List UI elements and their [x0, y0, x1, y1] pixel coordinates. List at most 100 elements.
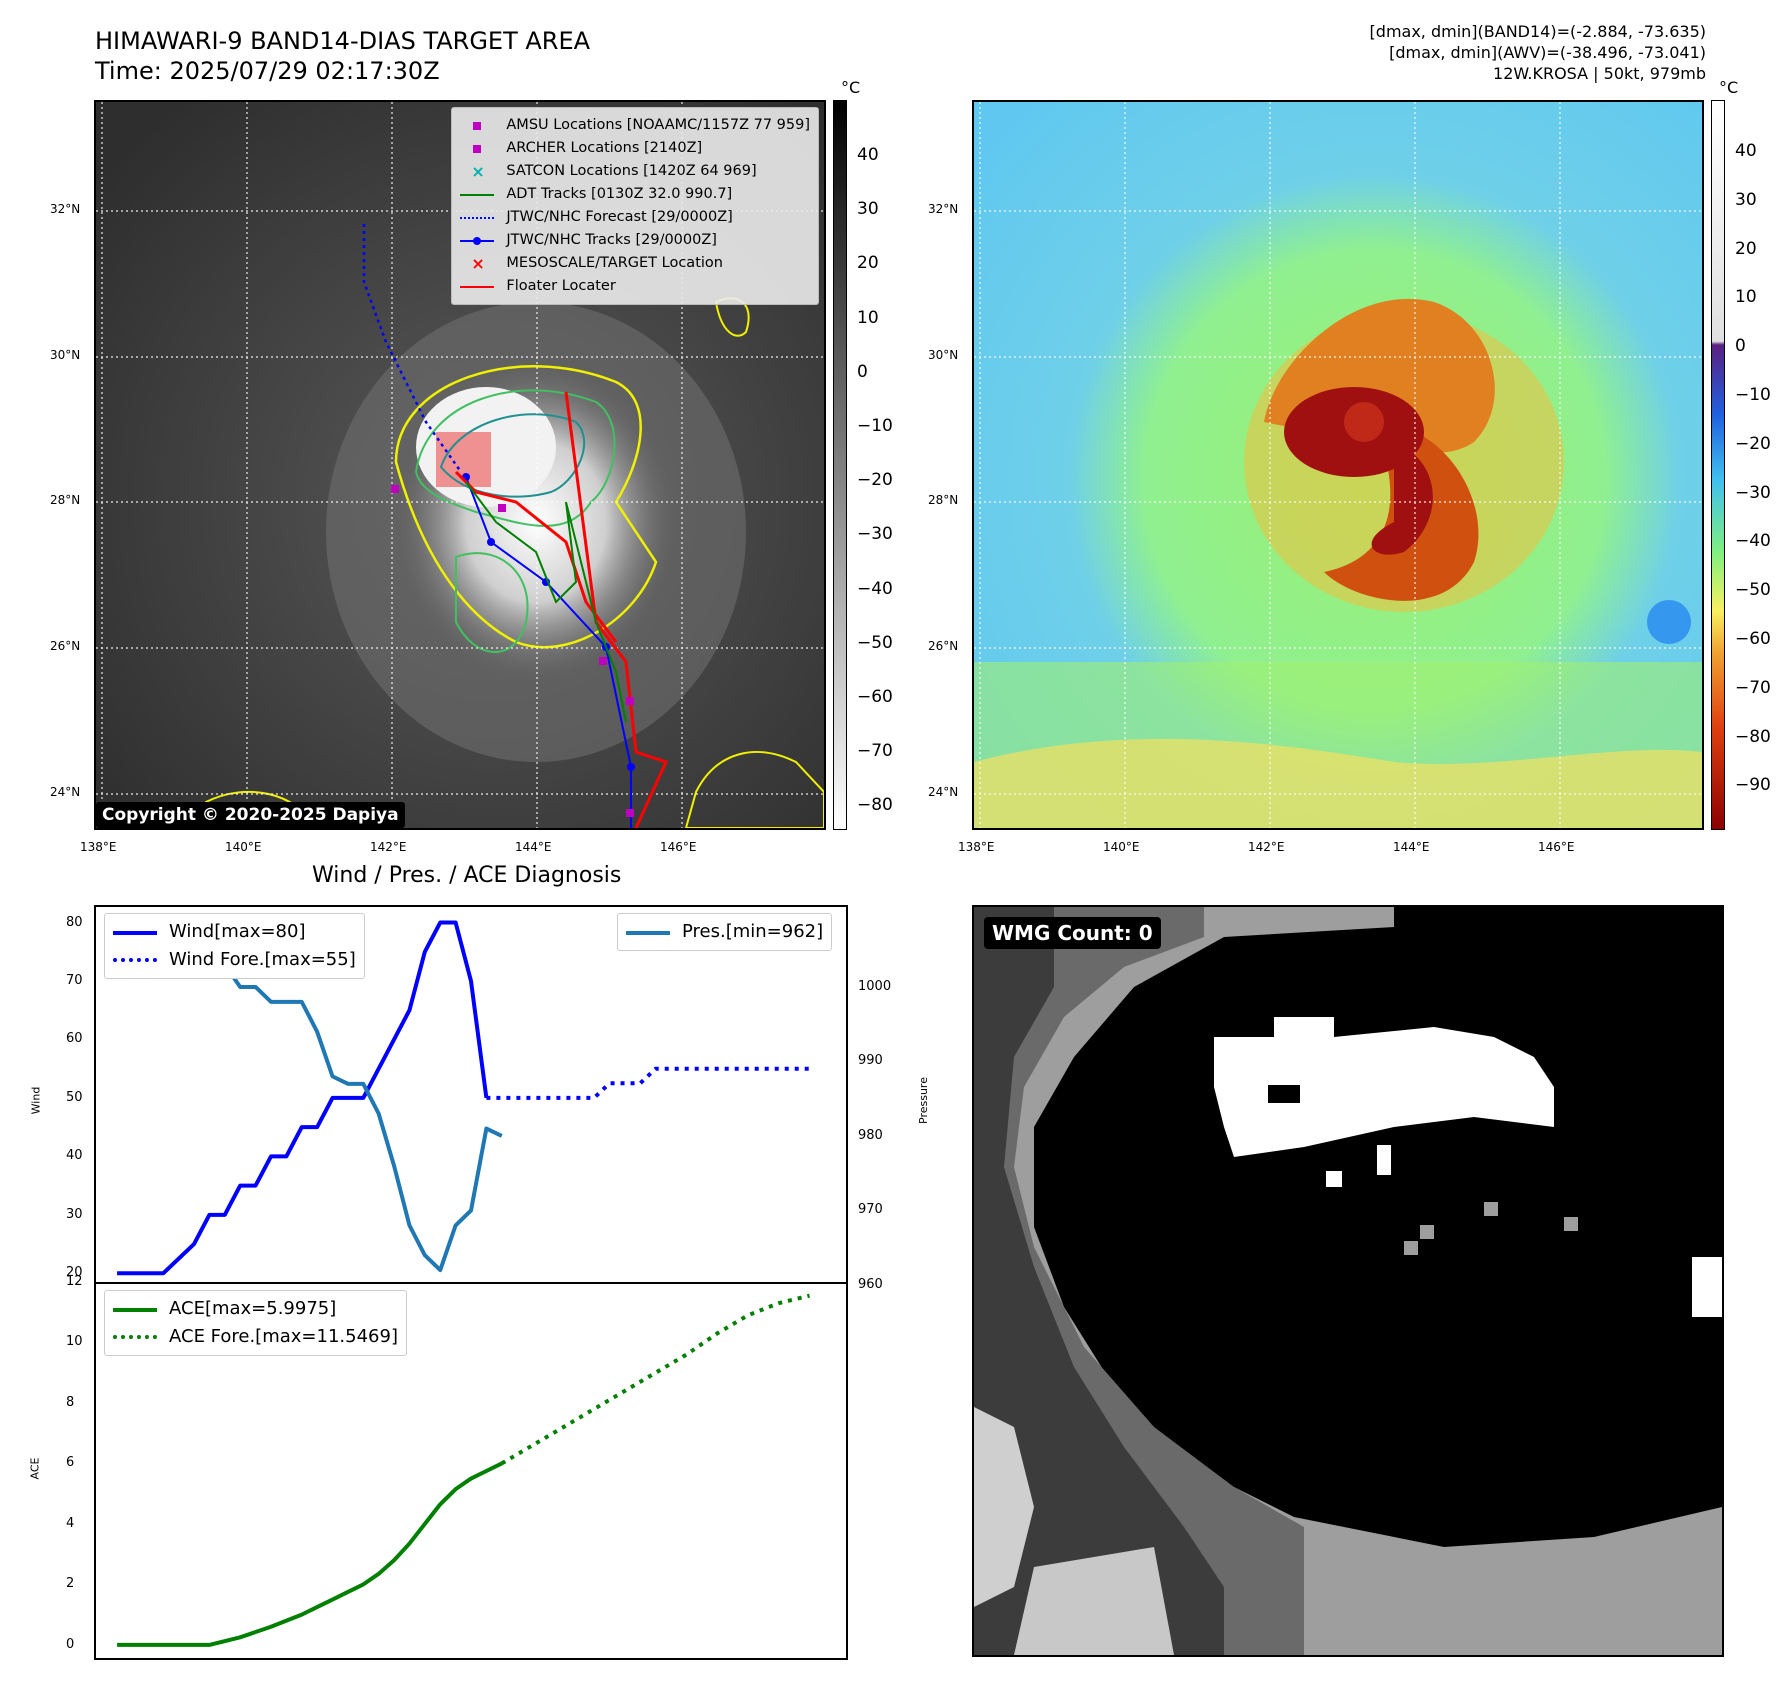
ir-colorbar-tick: −80 — [857, 795, 893, 816]
awv-colorbar-tick: 0 — [1735, 336, 1746, 357]
legend-label: AMSU Locations [NOAAMC/1157Z 77 959] — [506, 117, 810, 133]
wind-dotted-icon — [113, 953, 157, 967]
ir-lat-tick: 24°N — [50, 785, 81, 799]
ir-colorbar-unit: °C — [841, 78, 861, 97]
ir-lat-tick: 26°N — [50, 639, 81, 653]
page-timestamp: Time: 2025/07/29 02:17:30Z — [95, 57, 440, 85]
awv-lon-tick: 144°E — [1393, 840, 1430, 854]
legend-item-jtwc-forecast: JTWC/NHC Forecast [29/0000Z] — [460, 206, 810, 229]
awv-colorbar-tick: 10 — [1735, 287, 1757, 308]
adt-line-icon — [460, 188, 495, 202]
awv-colorbar-tick: −60 — [1735, 629, 1771, 649]
legend-label: ACE[max=5.9975] — [169, 1298, 337, 1319]
y-tick-label: 30 — [66, 1206, 83, 1222]
awv-colorbar-unit: °C — [1719, 78, 1739, 97]
archer-square-icon — [460, 142, 494, 156]
legend-label: JTWC/NHC Forecast [29/0000Z] — [506, 209, 733, 225]
awv-colorbar-tick: −20 — [1735, 433, 1771, 454]
awv-lat-tick: 26°N — [928, 639, 959, 653]
legend-item-wind-forecast: Wind Fore.[max=55] — [113, 946, 356, 974]
mesoscale-x-icon: × — [471, 253, 485, 273]
awv-colorbar-tick: −10 — [1735, 385, 1771, 405]
legend-item-ace-forecast: ACE Fore.[max=11.5469] — [113, 1323, 398, 1351]
copyright-badge: Copyright © 2020-2025 Dapiya — [96, 802, 405, 828]
legend-label: Floater Locater — [506, 278, 616, 294]
ir-lon-tick: 140°E — [225, 840, 262, 854]
ir-colorbar-tick: 0 — [857, 361, 868, 382]
dmax-awv: [dmax, dmin](AWV)=(-38.496, -73.041) — [1389, 43, 1706, 62]
legend-label: Wind[max=80] — [169, 921, 306, 942]
pressure-line-icon — [626, 925, 670, 939]
diagnosis-title: Wind / Pres. / ACE Diagnosis — [312, 863, 622, 888]
legend-label: ARCHER Locations [2140Z] — [506, 140, 703, 156]
legend-label: Wind Fore.[max=55] — [169, 949, 356, 970]
y-tick-label: 12 — [66, 1274, 83, 1289]
jtwc-track-points — [462, 473, 635, 771]
y-right-tick-label: 980 — [858, 1127, 883, 1143]
awv-colorbar-tick: −40 — [1735, 531, 1771, 552]
legend-label: SATCON Locations [1420Z 64 969] — [506, 163, 757, 179]
ir-lat-tick: 30°N — [50, 348, 81, 362]
floater-line-icon — [460, 280, 495, 294]
awv-lat-tick: 32°N — [928, 202, 959, 216]
legend-label: ADT Tracks [0130Z 32.0 990.7] — [506, 186, 733, 202]
ir-colorbar-tick: 10 — [857, 307, 879, 328]
forecast-dotted-icon — [460, 211, 495, 225]
awv-colorbar-tick: 20 — [1735, 238, 1757, 259]
legend-item-wind: Wind[max=80] — [113, 918, 356, 946]
wmg-imagery — [974, 907, 1722, 1655]
amsu-archer-points — [391, 485, 634, 817]
y-right-tick-label: 1000 — [858, 978, 892, 994]
legend-item-mesoscale: × MESOSCALE/TARGET Location — [460, 252, 810, 275]
wind-line-icon — [113, 925, 157, 939]
awv-lat-tick: 24°N — [928, 785, 959, 799]
dmax-band14: [dmax, dmin](BAND14)=(-2.884, -73.635) — [1369, 22, 1706, 41]
ir-legend: AMSU Locations [NOAAMC/1157Z 77 959] ARC… — [451, 107, 819, 305]
pressure-legend: Pres.[min=962] — [617, 913, 833, 951]
ir-satellite-map: AMSU Locations [NOAAMC/1157Z 77 959] ARC… — [94, 100, 826, 830]
awv-imagery — [974, 102, 1702, 828]
ace-line-icon — [113, 1302, 157, 1316]
legend-item-floater: Floater Locater — [460, 275, 810, 298]
awv-colorbar-tick: −30 — [1735, 482, 1771, 503]
amsu-square-icon — [460, 119, 494, 133]
y-tick-label: 2 — [66, 1576, 75, 1592]
awv-colorbar-tick: −80 — [1735, 726, 1771, 747]
ace-dotted-icon — [113, 1330, 157, 1344]
legend-label: MESOSCALE/TARGET Location — [506, 255, 723, 271]
wind-axis-label: Wind — [29, 1086, 43, 1115]
y-tick-label: 50 — [66, 1089, 83, 1105]
legend-item-amsu: AMSU Locations [NOAAMC/1157Z 77 959] — [460, 114, 810, 137]
wmg-count-badge: WMG Count: 0 — [984, 917, 1161, 949]
satcon-x-icon: × — [471, 161, 485, 181]
y-tick-label: 10 — [66, 1334, 83, 1350]
wind-legend: Wind[max=80] Wind Fore.[max=55] — [104, 913, 365, 979]
legend-item-adt: ADT Tracks [0130Z 32.0 990.7] — [460, 183, 810, 206]
legend-item-pressure: Pres.[min=962] — [626, 918, 823, 946]
ir-colorbar-tick: −60 — [857, 687, 893, 707]
ir-colorbar — [833, 100, 847, 830]
y-tick-label: 60 — [66, 1031, 83, 1047]
ir-colorbar-tick: 30 — [857, 199, 879, 220]
ir-lat-tick: 28°N — [50, 493, 81, 507]
ir-lon-tick: 144°E — [515, 840, 552, 854]
awv-gridlines — [974, 102, 1702, 828]
y-right-tick-label: 990 — [858, 1053, 883, 1069]
y-tick-label: 40 — [66, 1148, 83, 1164]
floater-locater-track — [564, 391, 669, 828]
awv-lat-tick: 30°N — [928, 348, 959, 362]
ir-colorbar-tick: 20 — [857, 253, 879, 274]
ir-lat-tick: 32°N — [50, 202, 81, 216]
y-tick-label: 0 — [66, 1636, 75, 1652]
track-line-dot-icon — [460, 234, 495, 248]
legend-label: JTWC/NHC Tracks [29/0000Z] — [506, 232, 717, 248]
awv-lon-tick: 140°E — [1103, 840, 1140, 854]
adt-track — [465, 481, 627, 723]
ir-colorbar-tick: −50 — [857, 632, 893, 653]
awv-lon-tick: 142°E — [1248, 840, 1285, 854]
pressure-axis-label: Pressure — [916, 1077, 930, 1124]
wmg-panel: WMG Count: 0 — [972, 905, 1724, 1657]
ir-track-overlays — [362, 224, 669, 828]
awv-lon-tick: 138°E — [958, 840, 995, 854]
legend-label: Pres.[min=962] — [682, 921, 824, 942]
